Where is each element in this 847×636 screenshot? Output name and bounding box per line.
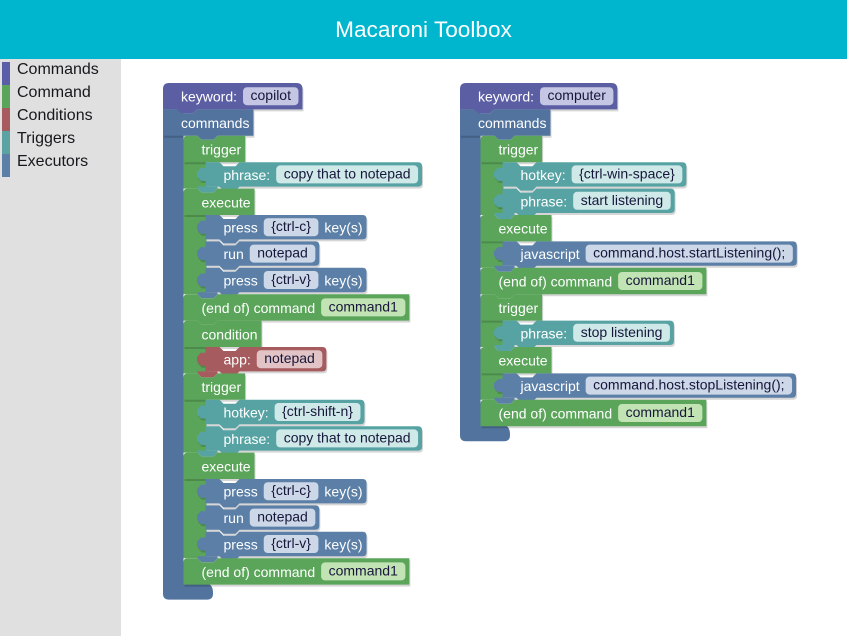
svg-text:notepad: notepad <box>257 245 308 261</box>
svg-text:keyword:: keyword: <box>181 89 237 105</box>
svg-text:key(s): key(s) <box>324 537 362 553</box>
svg-text:phrase:: phrase: <box>521 193 568 209</box>
svg-text:command1: command1 <box>329 562 398 578</box>
svg-text:{ctrl-shift-n}: {ctrl-shift-n} <box>282 403 353 419</box>
svg-text:javascript: javascript <box>520 246 580 262</box>
svg-text:phrase:: phrase: <box>521 325 568 341</box>
svg-text:command.host.startListening();: command.host.startListening(); <box>593 245 785 261</box>
svg-text:press: press <box>224 484 258 500</box>
svg-text:stop listening: stop listening <box>581 324 663 340</box>
svg-text:{ctrl-c}: {ctrl-c} <box>271 218 311 234</box>
svg-text:execute: execute <box>499 353 548 369</box>
svg-text:command1: command1 <box>329 298 398 314</box>
svg-text:{ctrl-win-space}: {ctrl-win-space} <box>579 165 675 181</box>
svg-text:(end of) command: (end of) command <box>202 564 316 580</box>
svg-text:command.host.stopListening();: command.host.stopListening(); <box>593 377 784 393</box>
svg-text:commands: commands <box>478 115 546 131</box>
svg-text:trigger: trigger <box>202 142 242 158</box>
svg-text:press: press <box>224 537 258 553</box>
svg-text:{ctrl-v}: {ctrl-v} <box>271 271 311 287</box>
svg-text:copy that to notepad: copy that to notepad <box>284 429 411 445</box>
svg-text:app:: app: <box>224 352 251 368</box>
svg-text:commands: commands <box>181 115 249 131</box>
svg-text:copilot: copilot <box>251 87 292 103</box>
svg-text:phrase:: phrase: <box>224 431 271 447</box>
svg-text:trigger: trigger <box>499 300 539 316</box>
svg-text:command1: command1 <box>626 272 695 288</box>
svg-text:key(s): key(s) <box>324 273 362 289</box>
svg-text:{ctrl-v}: {ctrl-v} <box>271 535 311 551</box>
svg-text:trigger: trigger <box>499 142 539 158</box>
svg-text:notepad: notepad <box>264 350 315 366</box>
svg-text:copy that to notepad: copy that to notepad <box>284 165 411 181</box>
svg-text:(end of) command: (end of) command <box>202 300 316 316</box>
svg-text:execute: execute <box>202 458 251 474</box>
svg-text:run: run <box>224 246 244 262</box>
svg-text:trigger: trigger <box>202 379 242 395</box>
svg-text:command1: command1 <box>626 404 695 420</box>
svg-text:computer: computer <box>548 87 607 103</box>
svg-text:(end of) command: (end of) command <box>499 406 613 422</box>
svg-text:key(s): key(s) <box>324 220 362 236</box>
svg-text:(end of) command: (end of) command <box>499 274 613 290</box>
svg-text:hotkey:: hotkey: <box>521 167 566 183</box>
svg-text:press: press <box>224 273 258 289</box>
svg-text:run: run <box>224 510 244 526</box>
svg-text:notepad: notepad <box>257 509 308 525</box>
svg-text:press: press <box>224 220 258 236</box>
svg-text:javascript: javascript <box>520 378 580 394</box>
svg-text:start listening: start listening <box>581 192 663 208</box>
svg-text:key(s): key(s) <box>324 484 362 500</box>
svg-text:phrase:: phrase: <box>224 167 271 183</box>
svg-text:condition: condition <box>202 326 258 342</box>
svg-text:keyword:: keyword: <box>478 89 534 105</box>
svg-text:execute: execute <box>499 221 548 237</box>
svg-text:execute: execute <box>202 194 251 210</box>
svg-text:{ctrl-c}: {ctrl-c} <box>271 482 311 498</box>
svg-text:hotkey:: hotkey: <box>224 405 269 421</box>
